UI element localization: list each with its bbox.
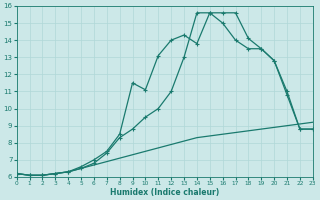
X-axis label: Humidex (Indice chaleur): Humidex (Indice chaleur) (110, 188, 219, 197)
